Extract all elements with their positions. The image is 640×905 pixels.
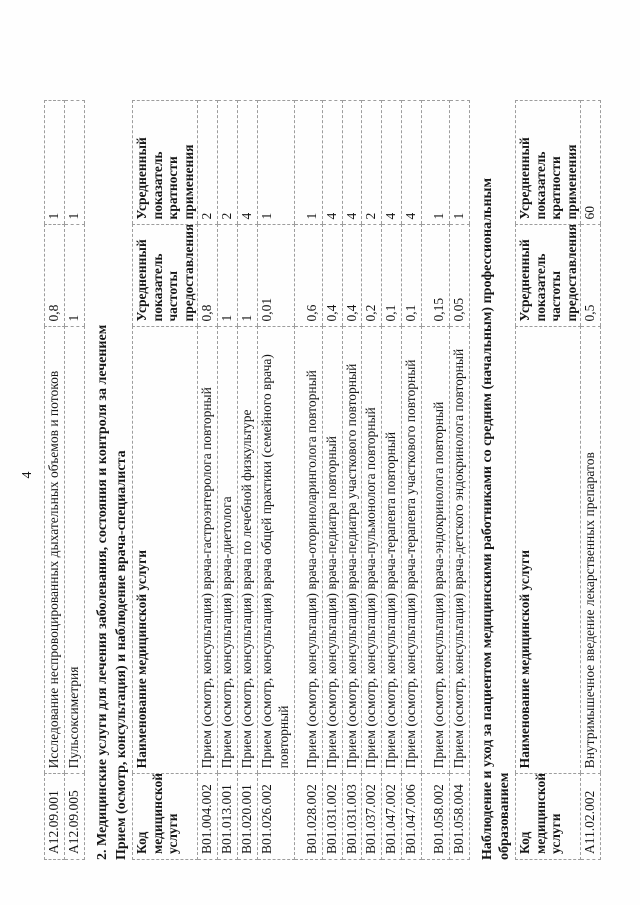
multiplicity-cell: 4 (401, 100, 422, 225)
table-row: В01.031.003 Прием (осмотр, консультация)… (342, 100, 362, 860)
frequency-cell: 0,4 (342, 224, 362, 327)
multiplicity-cell: 1 (257, 100, 295, 225)
service-name-cell: Прием (осмотр, консультация) врача-гастр… (197, 326, 218, 774)
multiplicity-cell: 1 (64, 100, 85, 225)
service-code-cell: В01.058.004 (449, 773, 470, 860)
service-code-cell: А12.09.001 (44, 773, 65, 860)
service-name-cell: Прием (осмотр, консультация) врача-детск… (449, 326, 470, 774)
table-row: В01.026.002 Прием (осмотр, консультация)… (257, 100, 295, 860)
service-code-cell: В01.026.002 (257, 773, 295, 860)
table-row: В01.058.004 Прием (осмотр, консультация)… (449, 100, 470, 860)
frequency-cell: 0,01 (257, 224, 295, 327)
table-row: А12.09.001 Исследование неспровоцированн… (44, 100, 65, 860)
service-name-cell: Прием (осмотр, консультация) врача-дието… (217, 326, 238, 774)
respiratory-services-table: А12.09.001 Исследование неспровоцированн… (44, 100, 85, 860)
frequency-cell: 0,2 (361, 224, 382, 327)
frequency-cell: 1 (237, 224, 258, 327)
service-name-cell: Прием (осмотр, консультация) врача общей… (257, 326, 295, 774)
multiplicity-cell: 1 (294, 100, 323, 225)
service-name-cell: Прием (осмотр, консультация) врача-эндок… (421, 326, 450, 774)
code-column-header: Код медицинской услуги (132, 773, 198, 860)
frequency-cell: 0,5 (580, 224, 601, 327)
service-code-cell: В01.004.002 (197, 773, 218, 860)
service-name-cell: Прием (осмотр, консультация) врача по ле… (237, 326, 258, 774)
service-code-cell: А11.02.002 (580, 773, 601, 860)
frequency-column-header: Усредненный показатель частоты предостав… (132, 224, 198, 327)
table-row: В01.037.002 Прием (осмотр, консультация)… (361, 100, 382, 860)
frequency-column-header: Усредненный показатель частоты предостав… (515, 224, 581, 327)
table-row: А12.09.005 Пульсоксиметрия 1 1 (64, 100, 85, 860)
multiplicity-cell: 1 (449, 100, 470, 225)
multiplicity-cell: 60 (580, 100, 601, 225)
specialist-visits-table: Код медицинской услуги Наименование меди… (132, 100, 470, 860)
service-code-cell: В01.028.002 (294, 773, 323, 860)
frequency-cell: 0,8 (44, 224, 65, 327)
frequency-cell: 0,1 (401, 224, 422, 327)
service-code-cell: А12.09.005 (64, 773, 85, 860)
nursing-care-table: Код медицинской услуги Наименование меди… (515, 100, 601, 860)
service-name-cell: Прием (осмотр, консультация) врача-терап… (381, 326, 402, 774)
table-row: В01.058.002 Прием (осмотр, консультация)… (421, 100, 450, 860)
table-row: В01.004.002 Прием (осмотр, консультация)… (197, 100, 218, 860)
service-code-cell: В01.031.002 (322, 773, 343, 860)
table-row: В01.028.002 Прием (осмотр, консультация)… (294, 100, 323, 860)
service-code-cell: В01.037.002 (361, 773, 382, 860)
service-code-cell: В01.047.002 (381, 773, 402, 860)
multiplicity-cell: 4 (342, 100, 362, 225)
name-column-header: Наименование медицинской услуги (132, 326, 198, 774)
table-row: В01.020.001 Прием (осмотр, консультация)… (237, 100, 258, 860)
table-row: В01.031.002 Прием (осмотр, консультация)… (322, 100, 343, 860)
section-3-title: Наблюдение и уход за пациентом медицинск… (479, 178, 512, 860)
multiplicity-cell: 2 (217, 100, 238, 225)
service-name-cell: Исследование неспровоцированных дыхатель… (44, 326, 65, 774)
service-code-cell: В01.058.002 (421, 773, 450, 860)
table-row: В01.047.002 Прием (осмотр, консультация)… (381, 100, 402, 860)
multiplicity-column-header: Усредненный показатель кратности примене… (515, 100, 581, 225)
service-name-cell: Прием (осмотр, консультация) врача-педиа… (342, 326, 362, 774)
frequency-cell: 0,6 (294, 224, 323, 327)
frequency-cell: 0,1 (381, 224, 402, 327)
page-number: 4 (20, 471, 35, 479)
table-header-row: Код медицинской услуги Наименование меди… (515, 100, 581, 860)
frequency-cell: 0,4 (322, 224, 343, 327)
name-column-header: Наименование медицинской услуги (515, 326, 581, 774)
section-2-title: 2. Медицинские услуги для лечения заболе… (94, 324, 110, 860)
service-code-cell: В01.031.003 (342, 773, 362, 860)
frequency-cell: 0,05 (449, 224, 470, 327)
service-name-cell: Прием (осмотр, консультация) врача-пульм… (361, 326, 382, 774)
service-code-cell: В01.013.001 (217, 773, 238, 860)
section-2-subtitle: Прием (осмотр, консультация) и наблюдени… (113, 450, 129, 860)
multiplicity-cell: 1 (421, 100, 450, 225)
table-header-row: Код медицинской услуги Наименование меди… (132, 100, 198, 860)
service-name-cell: Пульсоксиметрия (64, 326, 85, 774)
table-row: В01.047.006 Прием (осмотр, консультация)… (401, 100, 422, 860)
service-code-cell: В01.020.001 (237, 773, 258, 860)
multiplicity-cell: 4 (381, 100, 402, 225)
multiplicity-column-header: Усредненный показатель кратности примене… (132, 100, 198, 225)
service-name-cell: Внутримышечное введение лекарственных пр… (580, 326, 601, 774)
multiplicity-cell: 1 (44, 100, 65, 225)
multiplicity-cell: 4 (237, 100, 258, 225)
multiplicity-cell: 2 (197, 100, 218, 225)
frequency-cell: 1 (217, 224, 238, 327)
frequency-cell: 1 (64, 224, 85, 327)
service-name-cell: Прием (осмотр, консультация) врача-педиа… (322, 326, 343, 774)
service-code-cell: В01.047.006 (401, 773, 422, 860)
service-name-cell: Прием (осмотр, консультация) врача-терап… (401, 326, 422, 774)
multiplicity-cell: 4 (322, 100, 343, 225)
table-row: А11.02.002 Внутримышечное введение лекар… (580, 100, 601, 860)
frequency-cell: 0,8 (197, 224, 218, 327)
table-row: В01.013.001 Прием (осмотр, консультация)… (217, 100, 238, 860)
frequency-cell: 0,15 (421, 224, 450, 327)
multiplicity-cell: 2 (361, 100, 382, 225)
service-name-cell: Прием (осмотр, консультация) врача-отори… (294, 326, 323, 774)
code-column-header: Код медицинской услуги (515, 773, 581, 860)
